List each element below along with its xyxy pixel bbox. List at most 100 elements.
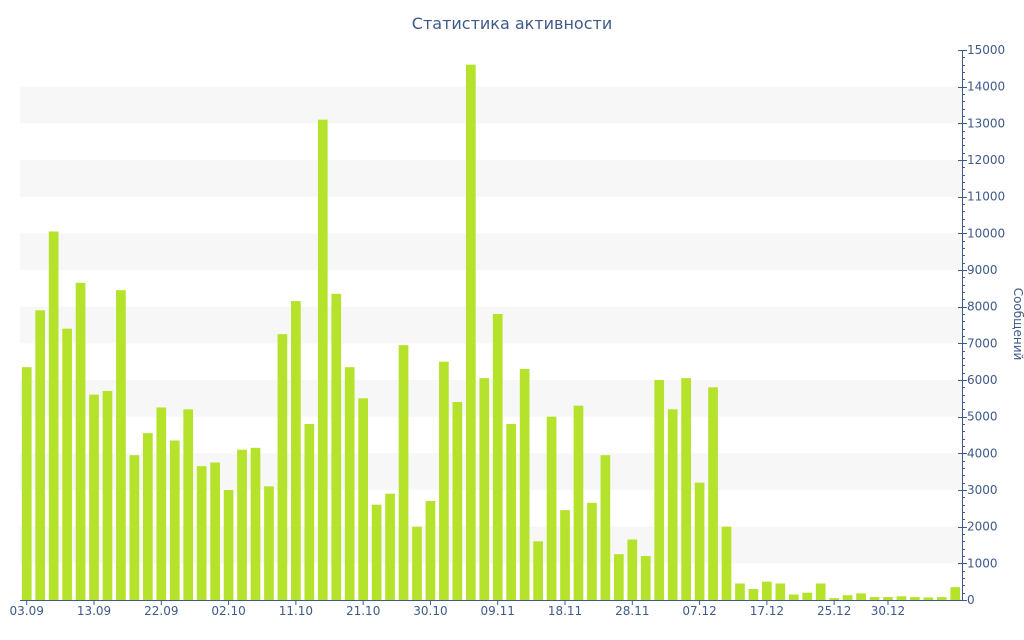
x-tick-label: 03.09 <box>10 604 44 618</box>
bar <box>398 345 409 600</box>
bar <box>721 526 732 600</box>
y-axis-label: Сообщений <box>1011 287 1024 361</box>
y-tick-label: 3000 <box>967 483 998 497</box>
x-tick-label: 09.11 <box>481 604 515 618</box>
y-tick-label: 4000 <box>967 446 998 460</box>
x-tick-label: 02.10 <box>211 604 245 618</box>
bar <box>250 447 261 600</box>
axes <box>20 50 963 601</box>
y-tick-label: 5000 <box>967 410 998 424</box>
bar <box>842 595 853 600</box>
bar <box>600 455 611 600</box>
bar <box>802 592 813 600</box>
bar-series <box>21 64 961 601</box>
x-tick-label: 21.10 <box>346 604 380 618</box>
bar <box>748 589 759 600</box>
y-tick-label: 11000 <box>967 190 1005 204</box>
bar <box>344 367 355 600</box>
x-tick-label: 18.11 <box>548 604 582 618</box>
y-tick-label: 7000 <box>967 336 998 350</box>
grid-band <box>20 86 962 124</box>
x-tick-label: 22.09 <box>144 604 178 618</box>
grid-band <box>20 306 962 344</box>
bar <box>35 310 46 600</box>
bar <box>694 482 705 600</box>
bar <box>385 493 395 600</box>
bar <box>142 433 153 600</box>
bar <box>546 416 557 600</box>
bar <box>869 597 880 600</box>
x-tick-label: 07.12 <box>682 604 716 618</box>
bar <box>48 231 59 600</box>
bar <box>815 583 826 600</box>
bar <box>587 502 597 600</box>
y-tick-label: 9000 <box>967 263 998 277</box>
bar <box>412 526 422 600</box>
y-tick-label: 8000 <box>967 300 998 314</box>
bar <box>116 290 126 600</box>
x-tick-label: 13.09 <box>77 604 111 618</box>
y-tick-label: 13000 <box>967 116 1005 130</box>
bar <box>210 462 220 600</box>
bar <box>896 596 907 600</box>
grid-band <box>20 233 962 270</box>
bar <box>156 407 167 600</box>
bar <box>950 587 961 600</box>
bar <box>681 378 691 600</box>
grid-band <box>20 380 962 417</box>
bar <box>735 583 745 600</box>
bar <box>129 455 140 600</box>
bar <box>910 597 920 600</box>
bar <box>667 409 678 600</box>
y-tick-label: 2000 <box>967 520 998 534</box>
bar <box>317 119 328 601</box>
x-tick-label: 17.12 <box>750 604 784 618</box>
y-tick-label: 10000 <box>967 226 1005 240</box>
bar <box>856 593 866 600</box>
chart-title: Статистика активности <box>411 14 613 33</box>
bar <box>277 334 288 600</box>
x-tick-label: 30.10 <box>413 604 447 618</box>
y-tick-label: 6000 <box>967 373 998 387</box>
bar <box>492 314 503 600</box>
bar <box>358 398 369 600</box>
x-axis-ticks: 03.09 13.09 22.09 02.10 11.10 21.10 30.10 09.11… <box>10 600 905 618</box>
x-tick-label: 11.10 <box>279 604 313 618</box>
y-tick-label: 12000 <box>967 153 1005 167</box>
bar <box>519 369 530 600</box>
bar <box>62 328 72 600</box>
bar <box>923 597 934 600</box>
y-tick-label: 0 <box>967 593 975 607</box>
y-tick-label: 15000 <box>967 43 1005 57</box>
bar <box>883 597 893 600</box>
bar <box>425 501 436 600</box>
bar <box>775 583 786 600</box>
x-tick-label: 28.11 <box>615 604 649 618</box>
bar <box>936 597 947 600</box>
bar <box>89 394 99 600</box>
bar <box>304 424 315 600</box>
y-tick-label: 1000 <box>967 556 998 570</box>
grid-band <box>20 160 962 197</box>
bar <box>452 402 463 600</box>
bar <box>102 391 113 600</box>
bar <box>533 541 543 600</box>
bar <box>560 510 570 600</box>
bar <box>479 378 490 600</box>
bar <box>371 504 382 600</box>
bar <box>788 594 799 600</box>
bar <box>627 539 638 600</box>
bar <box>331 293 342 600</box>
bar <box>708 387 718 600</box>
y-axis-ticks: 0 1000 2000 3000 4000 5000 6000 7000 8000 9000 100… <box>958 43 1005 607</box>
bar <box>21 367 32 600</box>
bar <box>196 466 207 600</box>
bar <box>640 556 651 600</box>
bar <box>762 581 772 600</box>
bar <box>169 440 180 600</box>
bar <box>291 301 301 600</box>
bar <box>465 64 476 600</box>
bar <box>613 554 624 600</box>
bar <box>654 380 665 600</box>
bar <box>506 424 517 600</box>
